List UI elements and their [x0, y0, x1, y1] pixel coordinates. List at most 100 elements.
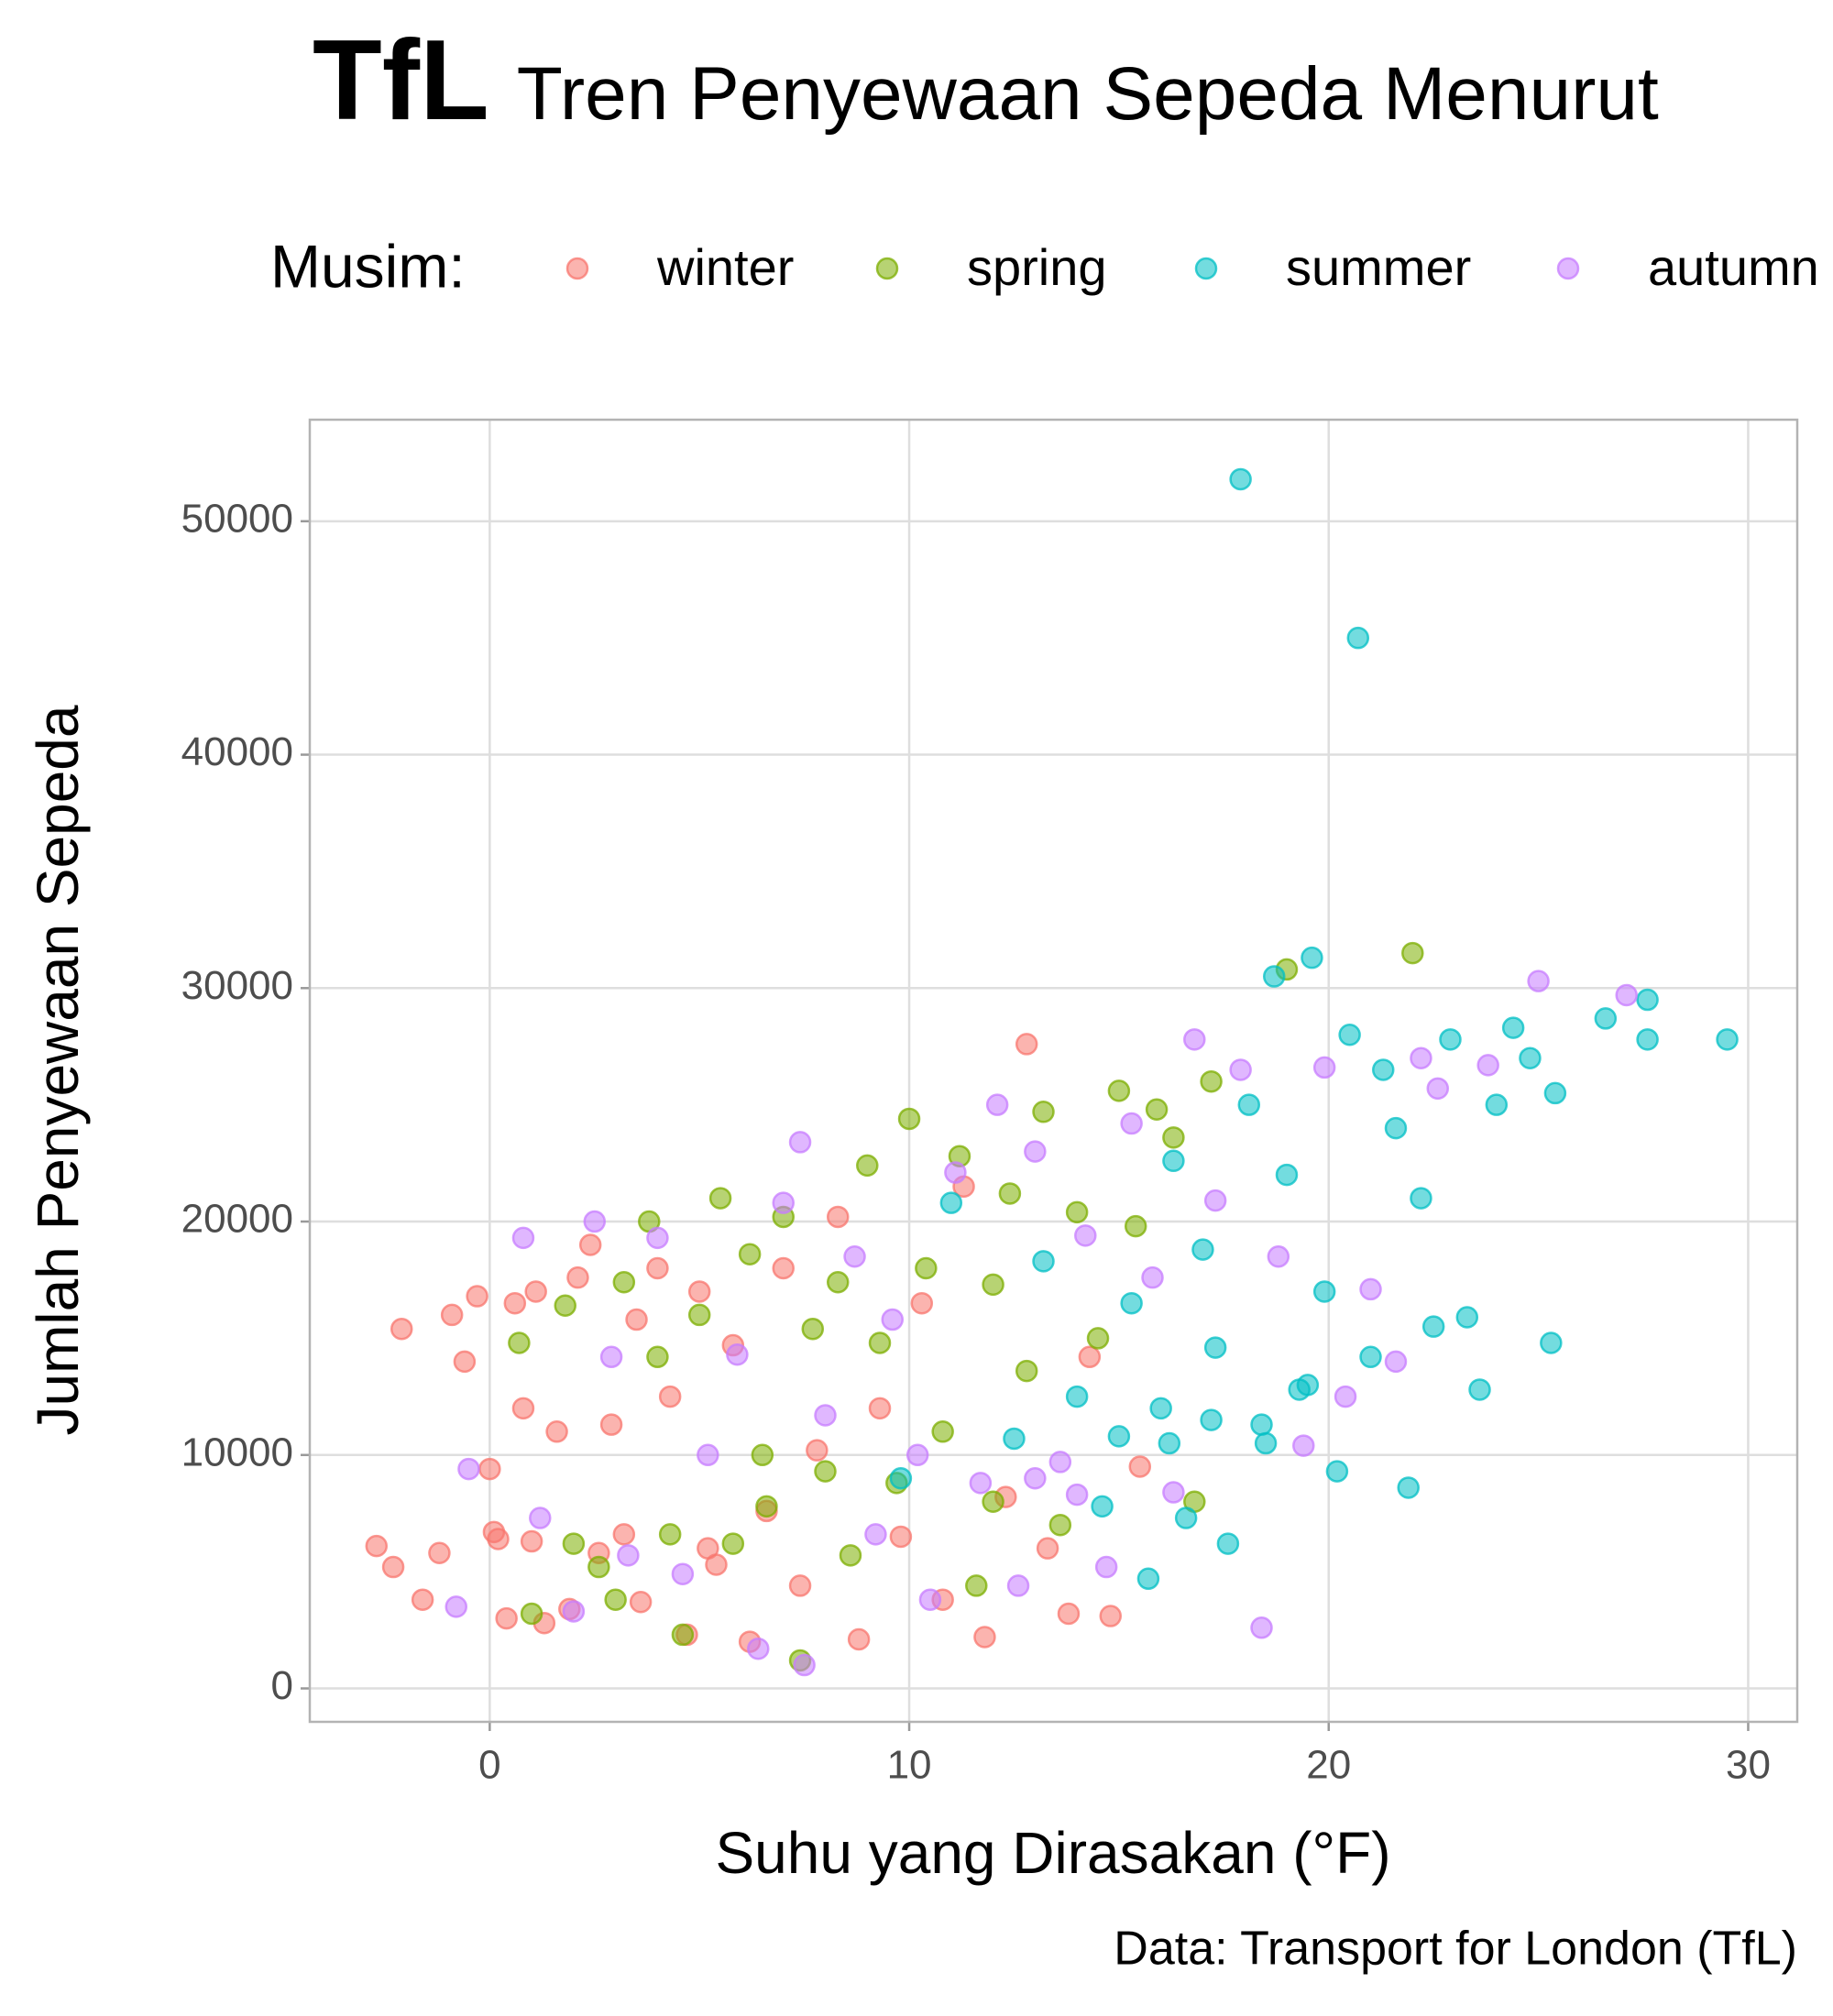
point: [793, 1653, 816, 1677]
point: [646, 1256, 669, 1280]
point: [1158, 1431, 1181, 1455]
point: [1024, 1140, 1047, 1163]
point: [365, 1534, 389, 1558]
point: [826, 1271, 850, 1294]
point: [445, 1595, 467, 1618]
point: [1275, 1163, 1299, 1187]
point: [1003, 1427, 1026, 1451]
point: [1426, 1077, 1450, 1101]
point: [1203, 1189, 1227, 1212]
point: [1312, 1056, 1336, 1079]
point: [578, 1233, 602, 1256]
point: [687, 1280, 711, 1303]
point: [453, 1350, 477, 1374]
point: [973, 1626, 996, 1649]
point: [931, 1420, 954, 1443]
point: [864, 1523, 887, 1546]
x-tick-label: 20: [1306, 1743, 1351, 1788]
chart-title: TfL: [313, 17, 489, 144]
point: [625, 1308, 648, 1331]
point: [1359, 1345, 1382, 1369]
legend-title: Musim:: [270, 232, 466, 300]
point: [1455, 1306, 1479, 1329]
point: [1410, 1046, 1432, 1069]
point: [1048, 1513, 1072, 1537]
point: [1334, 1385, 1357, 1408]
point: [1024, 1467, 1047, 1490]
point: [1074, 1224, 1097, 1247]
point: [1057, 1602, 1081, 1626]
point: [1086, 1327, 1110, 1350]
point: [847, 1627, 871, 1651]
point: [1145, 1098, 1169, 1122]
point: [478, 1457, 501, 1481]
point: [788, 1131, 812, 1154]
point: [1468, 1378, 1491, 1401]
point: [897, 1107, 921, 1131]
point: [482, 1520, 506, 1544]
point: [554, 1294, 576, 1317]
point: [524, 1280, 547, 1303]
point: [1036, 1537, 1059, 1560]
point: [747, 1637, 770, 1660]
legend-label: autumn: [1648, 238, 1819, 296]
point: [801, 1317, 825, 1341]
point: [1254, 1431, 1278, 1455]
point: [1439, 1028, 1462, 1051]
point: [814, 1460, 837, 1483]
points: [365, 467, 1739, 1677]
y-tick-label: 0: [271, 1663, 293, 1708]
point: [772, 1256, 795, 1280]
point: [906, 1443, 929, 1467]
point: [1267, 1244, 1290, 1268]
point: [466, 1285, 488, 1308]
point: [646, 1226, 669, 1250]
point: [918, 1588, 942, 1611]
point: [583, 1210, 607, 1233]
point: [1615, 983, 1638, 1007]
point: [1183, 1028, 1206, 1051]
point: [390, 1317, 413, 1341]
point: [529, 1507, 552, 1529]
point: [411, 1588, 434, 1611]
y-tick-label: 30000: [181, 963, 293, 1008]
legend-label: summer: [1286, 238, 1471, 296]
point: [1476, 1054, 1499, 1077]
point: [1191, 1238, 1214, 1261]
point: [939, 1191, 963, 1214]
point: [843, 1244, 866, 1268]
point: [428, 1541, 451, 1565]
x-tick-label: 10: [887, 1743, 932, 1788]
point: [697, 1443, 719, 1467]
point: [738, 1243, 762, 1265]
point: [1162, 1481, 1185, 1504]
chart-subtitle: Tren Penyewaan Sepeda Menurut: [517, 52, 1659, 136]
point: [889, 1525, 913, 1549]
point: [1032, 1250, 1055, 1273]
point: [1203, 1336, 1227, 1359]
point: [617, 1544, 640, 1567]
point: [1359, 1277, 1382, 1301]
point: [910, 1291, 934, 1315]
point: [1716, 1028, 1739, 1051]
point: [1091, 1495, 1114, 1518]
point: [1237, 1093, 1261, 1116]
point: [1501, 1016, 1525, 1039]
x-tick-label: 30: [1726, 1743, 1771, 1788]
point: [658, 1385, 682, 1408]
point: [697, 1537, 719, 1560]
point: [1485, 1093, 1509, 1116]
legend-label: spring: [967, 238, 1107, 296]
point: [1372, 1058, 1395, 1081]
x-tick-label: 0: [478, 1743, 500, 1788]
point: [1636, 988, 1659, 1012]
point: [1065, 1385, 1089, 1408]
point: [646, 1345, 669, 1369]
point: [1229, 1058, 1252, 1081]
point: [721, 1532, 745, 1555]
point: [1107, 1425, 1131, 1448]
point: [1015, 1033, 1038, 1056]
point: [520, 1529, 543, 1553]
point: [1250, 1413, 1273, 1436]
